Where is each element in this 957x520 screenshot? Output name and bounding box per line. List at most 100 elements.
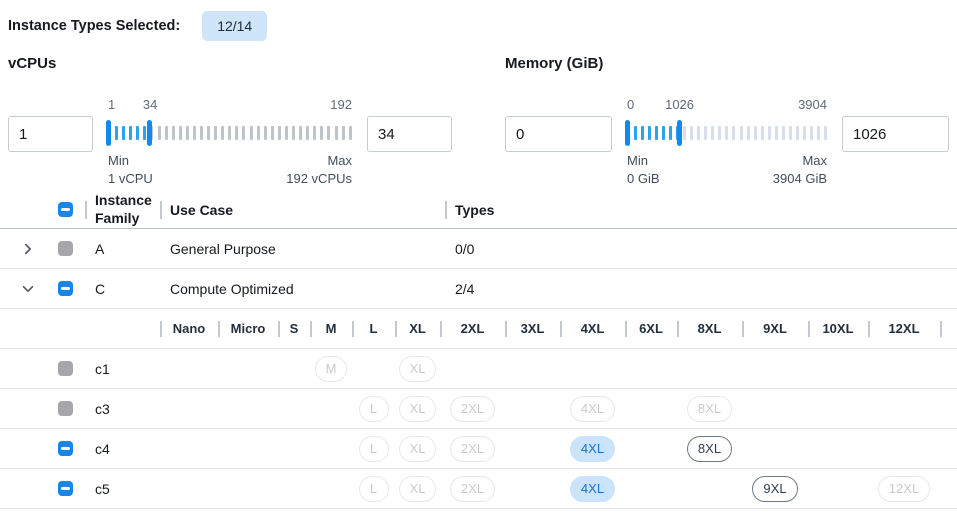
slider-tick (760, 126, 764, 140)
slider-tick (277, 126, 281, 140)
slider-tick (263, 126, 267, 140)
select-all-checkbox[interactable] (57, 202, 73, 218)
column-header-instance-family: Instance Family (85, 191, 160, 228)
expand-toggle-cell (0, 469, 45, 508)
expand-toggle-cell (0, 429, 45, 468)
checkbox-cell (45, 349, 85, 388)
slider-tick (143, 126, 147, 140)
slider-tick (669, 126, 673, 140)
slider-tick (767, 126, 771, 140)
size-pill-xl: XL (398, 355, 437, 382)
slider-tick (802, 126, 806, 140)
memory-range-slider[interactable]: 0 1026 3904 Min 0 GiB Max (625, 95, 827, 188)
slider-tick (256, 126, 260, 140)
chevron-down-icon[interactable] (21, 282, 35, 296)
types-count: 0/0 (455, 240, 475, 257)
filters-section: vCPUs 1 34 192 Min 1 vCPU (0, 55, 957, 188)
slider-tick (662, 126, 666, 140)
size-pill-9xl[interactable]: 9XL (752, 475, 798, 502)
select-all-cell (45, 191, 85, 228)
memory-max-input[interactable] (842, 116, 949, 152)
size-column-header-3xl: 3XL (505, 309, 560, 348)
indeterminate-minus-icon (60, 287, 70, 291)
type-sizes-grid: L XL 2XL 4XL 8XL (160, 429, 957, 468)
slider-tick (171, 126, 175, 140)
slider-track[interactable] (108, 115, 352, 151)
slider-tick (200, 126, 204, 140)
row-checkbox-indeterminate[interactable] (57, 481, 73, 497)
vcpus-range-slider[interactable]: 1 34 192 Min 1 vCPU Max 19 (106, 95, 352, 188)
slider-low-handle[interactable] (625, 120, 630, 146)
size-column-header-xl: XL (395, 309, 440, 348)
size-column-header-l: L (352, 309, 395, 348)
vcpus-min-input[interactable] (8, 116, 93, 152)
slider-tick (185, 126, 189, 140)
memory-filter-title: Memory (GiB) (505, 55, 604, 72)
slider-high-handle[interactable] (147, 120, 153, 146)
size-header-spacer (0, 309, 160, 348)
memory-min-input[interactable] (505, 116, 612, 152)
chevron-right-icon[interactable] (21, 242, 35, 256)
slider-tick (284, 126, 288, 140)
size-pill-l: L (358, 435, 389, 462)
type-name: c5 (95, 480, 110, 497)
slider-tick (655, 126, 659, 140)
slider-tick (809, 126, 813, 140)
size-column-header-9xl: 9XL (742, 309, 808, 348)
checkbox-cell (45, 269, 85, 308)
slider-captions: Min 0 GiB Max 3904 GiB (627, 152, 827, 188)
slider-tick (242, 126, 246, 140)
slider-low-handle[interactable] (106, 120, 111, 146)
size-header-grid: Nano Micro S M L XL 2XL 3XL 4XL 6XL 8XL 9XL 10XL 12XL (160, 309, 957, 348)
slider-track[interactable] (627, 115, 827, 151)
size-pill-4xl[interactable]: 4XL (569, 435, 616, 462)
slider-tick-labels: 0 1026 3904 (627, 95, 827, 115)
slider-tick (249, 126, 253, 140)
size-column-header-2xl: 2XL (440, 309, 505, 348)
slider-tick (788, 126, 792, 140)
vcpus-max-input[interactable] (367, 116, 452, 152)
size-pill-xl: XL (398, 395, 437, 422)
slider-tick (341, 126, 345, 140)
memory-filter: Memory (GiB) 0 1026 3904 Min 0 G (505, 55, 949, 188)
indeterminate-minus-icon (60, 487, 70, 491)
table-header-row: Instance Family Use Case Types (0, 191, 957, 230)
min-caption-value: 1 vCPU (108, 171, 153, 187)
slider-tick (334, 126, 338, 140)
slider-tick (306, 126, 310, 140)
size-pill-8xl[interactable]: 8XL (686, 435, 733, 462)
slider-tick (164, 126, 168, 140)
slider-tick (348, 126, 352, 140)
column-divider (85, 200, 87, 219)
size-column-header-nano: Nano (160, 309, 218, 348)
size-pill-4xl[interactable]: 4XL (569, 475, 616, 502)
family-name: A (95, 240, 105, 257)
size-pill-2xl: 2XL (449, 475, 496, 502)
slider-high-handle[interactable] (676, 120, 682, 146)
size-pill-m: M (314, 355, 348, 382)
max-caption-value: 3904 GiB (772, 171, 827, 187)
slider-tick (634, 126, 638, 140)
slider-tick (178, 126, 182, 140)
size-pill-xl: XL (398, 475, 437, 502)
selection-summary: Instance Types Selected: 12/14 (8, 10, 957, 42)
expand-toggle-cell (0, 389, 45, 428)
slider-tick (718, 126, 722, 140)
slider-tick (697, 126, 701, 140)
slider-tick (299, 126, 303, 140)
slider-high-value-label: 34 (142, 97, 158, 112)
row-checkbox-indeterminate[interactable] (57, 281, 73, 297)
expand-toggle-cell (0, 269, 45, 308)
slider-tick (235, 126, 239, 140)
min-caption-value: 0 GiB (627, 171, 660, 187)
slider-tick (704, 126, 708, 140)
slider-tick (732, 126, 736, 140)
checkbox-cell (45, 429, 85, 468)
size-column-header-12xl: 12XL (868, 309, 940, 348)
column-header-types: Types (445, 191, 957, 228)
page-root: Instance Types Selected: 12/14 vCPUs 1 3… (0, 10, 957, 510)
row-checkbox-indeterminate[interactable] (57, 441, 73, 457)
min-caption-label: Min (627, 153, 648, 168)
max-caption-value: 192 vCPUs (286, 171, 352, 187)
size-pill-l: L (358, 475, 389, 502)
